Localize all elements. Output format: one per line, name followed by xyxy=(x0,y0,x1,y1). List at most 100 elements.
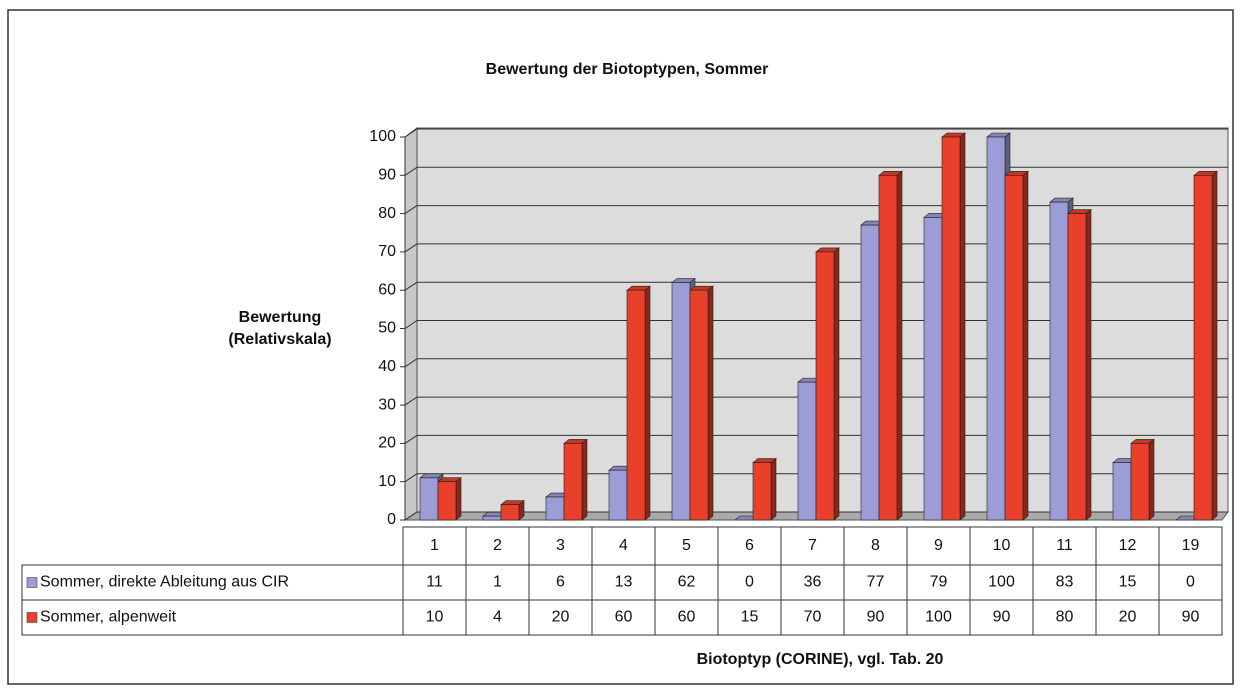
table-value: 36 xyxy=(804,574,822,591)
table-value: 100 xyxy=(925,609,952,626)
table-value: 20 xyxy=(552,609,570,626)
bar-side xyxy=(896,170,903,521)
table-value: 60 xyxy=(615,609,633,626)
y-tick-label: 50 xyxy=(378,320,396,337)
table-value: 0 xyxy=(745,574,754,591)
table-value: 15 xyxy=(741,609,759,626)
bar-side xyxy=(1022,170,1029,521)
y-axis-label: (Relativskala) xyxy=(228,331,331,348)
bar xyxy=(986,136,1006,521)
bar xyxy=(626,289,646,521)
table-value: 4 xyxy=(493,609,502,626)
bar-side xyxy=(1211,170,1218,521)
bar xyxy=(923,217,943,521)
table-value: 13 xyxy=(615,574,633,591)
bar xyxy=(1004,175,1024,521)
x-axis-label: Biotoptyp (CORINE), vgl. Tab. 20 xyxy=(697,651,944,668)
bar xyxy=(1193,175,1213,521)
bar-side xyxy=(644,285,651,521)
table-value: 11 xyxy=(426,574,443,591)
grid-line xyxy=(404,243,418,253)
grid-line xyxy=(404,166,418,176)
y-tick-label: 70 xyxy=(378,243,396,260)
bar xyxy=(797,381,817,521)
legend-label: Sommer, alpenweit xyxy=(40,609,177,626)
bar xyxy=(1049,201,1069,521)
x-tick-label: 8 xyxy=(871,537,880,554)
y-axis-label: Bewertung xyxy=(239,309,322,326)
table-value: 60 xyxy=(678,609,696,626)
table-value: 62 xyxy=(678,574,696,591)
grid-line xyxy=(404,320,418,329)
grid-line xyxy=(404,281,418,291)
x-tick-label: 9 xyxy=(934,537,943,554)
table-value: 79 xyxy=(930,574,948,591)
x-tick-label: 19 xyxy=(1182,537,1200,554)
table-value: 10 xyxy=(426,609,444,626)
bar xyxy=(1130,443,1150,521)
bar xyxy=(419,477,439,521)
x-tick-label: 2 xyxy=(493,537,502,554)
table-value: 1 xyxy=(493,574,502,591)
bar xyxy=(941,136,961,521)
legend-swatch xyxy=(26,612,38,623)
table-value: 100 xyxy=(988,574,1015,591)
table-value: 20 xyxy=(1119,609,1137,626)
grid-line xyxy=(404,511,418,521)
table-value: 77 xyxy=(867,574,885,591)
x-tick-label: 5 xyxy=(682,537,691,554)
table-value: 0 xyxy=(1186,574,1195,591)
table-value: 90 xyxy=(867,609,885,626)
grid-line xyxy=(404,358,418,368)
x-tick-label: 7 xyxy=(808,537,817,554)
bar xyxy=(437,481,457,521)
x-tick-label: 1 xyxy=(430,537,439,554)
grid-line xyxy=(404,396,418,406)
table-value: 80 xyxy=(1056,609,1074,626)
x-tick-label: 11 xyxy=(1056,537,1073,554)
table-value: 90 xyxy=(1182,609,1200,626)
chart-title: Bewertung der Biotoptypen, Sommer xyxy=(486,61,769,78)
bar xyxy=(608,469,628,521)
x-tick-label: 3 xyxy=(556,537,565,554)
y-tick-label: 80 xyxy=(378,205,396,222)
bar xyxy=(482,515,502,521)
bar xyxy=(1112,462,1132,521)
bar xyxy=(563,443,583,521)
x-tick-label: 6 xyxy=(745,537,754,554)
grid-line xyxy=(404,128,418,138)
table-value: 90 xyxy=(993,609,1011,626)
grid-line xyxy=(404,473,418,483)
bar xyxy=(689,289,709,521)
bar xyxy=(671,282,691,521)
bar-side xyxy=(1085,208,1092,521)
table-value: 83 xyxy=(1056,574,1074,591)
table-value: 15 xyxy=(1119,574,1137,591)
grid-line xyxy=(404,205,418,215)
bar-side xyxy=(707,285,714,521)
y-tick-label: 0 xyxy=(387,511,396,528)
bar xyxy=(500,504,520,521)
table-value: 70 xyxy=(804,609,822,626)
y-tick-label: 20 xyxy=(378,435,396,452)
bar-side xyxy=(1148,438,1155,521)
y-tick-label: 100 xyxy=(369,128,396,145)
bar xyxy=(1067,213,1087,521)
bar-side xyxy=(833,247,840,521)
bar-side xyxy=(581,438,588,521)
legend-swatch xyxy=(26,577,38,588)
y-tick-label: 40 xyxy=(378,358,396,375)
bar-side xyxy=(959,132,966,521)
bar xyxy=(860,224,880,521)
x-tick-label: 10 xyxy=(993,537,1011,554)
legend-label: Sommer, direkte Ableitung aus CIR xyxy=(40,574,289,591)
bar xyxy=(545,496,565,521)
bar xyxy=(815,251,835,521)
x-tick-label: 4 xyxy=(619,537,628,554)
bar-side xyxy=(770,457,777,521)
y-tick-label: 30 xyxy=(378,396,396,413)
y-tick-label: 10 xyxy=(378,473,396,490)
y-tick-label: 90 xyxy=(378,167,396,184)
